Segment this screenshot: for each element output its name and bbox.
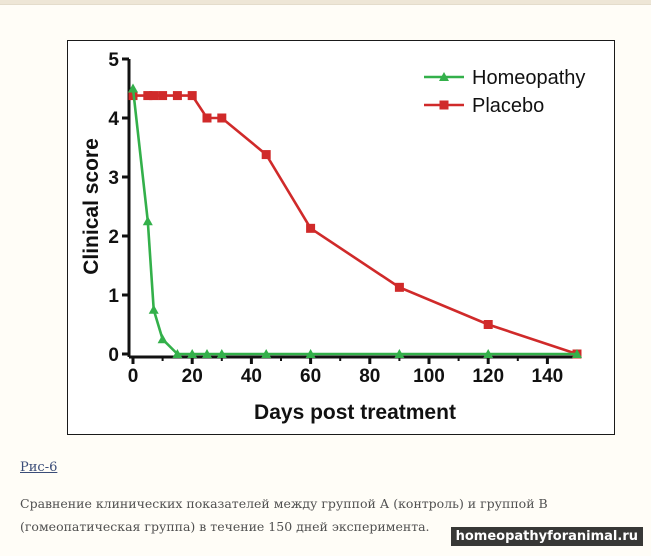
chart-figure: 0 1 2 3 4 5 0 20 40 60 80 100 120 140 Homeopathy Place… — [67, 40, 615, 435]
site-watermark: homeopathyforanimal.ru — [450, 527, 643, 546]
data-point-square — [394, 282, 404, 292]
data-point-triangle — [157, 334, 168, 344]
x-axis-title: Days post treatment — [254, 401, 456, 424]
top-divider — [0, 0, 651, 5]
x-tick-label: 120 — [472, 366, 504, 387]
data-point-square — [439, 100, 449, 110]
data-point-triangle — [261, 349, 272, 358]
clinical-score-chart: 0 1 2 3 4 5 0 20 40 60 80 100 120 140 Homeopathy Place… — [80, 50, 585, 424]
series-line — [131, 88, 577, 356]
data-point-triangle — [128, 83, 138, 93]
legend-label: Placebo — [472, 95, 544, 117]
series-line — [133, 94, 578, 356]
y-tick-label: 1 — [108, 286, 119, 307]
data-point-square — [483, 320, 493, 329]
data-point-triangle — [483, 349, 494, 358]
series-placebo — [128, 91, 582, 359]
data-point-triangle — [202, 349, 212, 358]
x-tick-label: 20 — [182, 366, 203, 387]
x-tick-label: 100 — [413, 366, 445, 387]
data-point-square — [149, 91, 159, 101]
series-homeopathy — [128, 83, 582, 358]
data-point-square — [158, 91, 168, 101]
data-point-square — [187, 91, 197, 101]
y-tick-label: 3 — [108, 168, 119, 189]
x-tick-label: 80 — [359, 366, 380, 387]
x-tick-label: 140 — [532, 366, 564, 387]
data-point-triangle — [572, 349, 582, 358]
data-point-square — [261, 150, 271, 160]
x-tick-label: 0 — [128, 366, 139, 387]
series-layer — [128, 83, 582, 359]
data-point-triangle — [148, 304, 159, 314]
x-tick-label: 40 — [241, 366, 262, 387]
data-point-triangle — [305, 349, 316, 358]
data-point-triangle — [172, 349, 183, 358]
x-tick-label: 60 — [300, 366, 321, 387]
data-point-triangle — [142, 216, 153, 226]
data-point-triangle — [394, 349, 405, 358]
data-point-square — [217, 113, 227, 123]
legend-label: Homeopathy — [472, 67, 585, 89]
data-point-triangle — [439, 72, 449, 81]
y-tick-label: 5 — [108, 50, 119, 71]
y-tick-label: 2 — [108, 227, 119, 248]
data-point-triangle — [187, 349, 198, 358]
data-point-square — [202, 113, 212, 123]
y-tick-label: 4 — [108, 109, 119, 130]
data-point-square — [172, 91, 182, 101]
figure-link[interactable]: Рис-6 — [20, 460, 58, 475]
data-point-square — [143, 91, 153, 101]
y-tick-label: 0 — [108, 345, 119, 366]
y-axis-title: Clinical score — [80, 138, 103, 275]
data-point-square — [306, 223, 316, 233]
legend: Homeopathy Placebo — [424, 67, 585, 117]
data-point-triangle — [216, 349, 227, 358]
figure-caption: Сравнение клинических показателей между … — [20, 496, 548, 534]
